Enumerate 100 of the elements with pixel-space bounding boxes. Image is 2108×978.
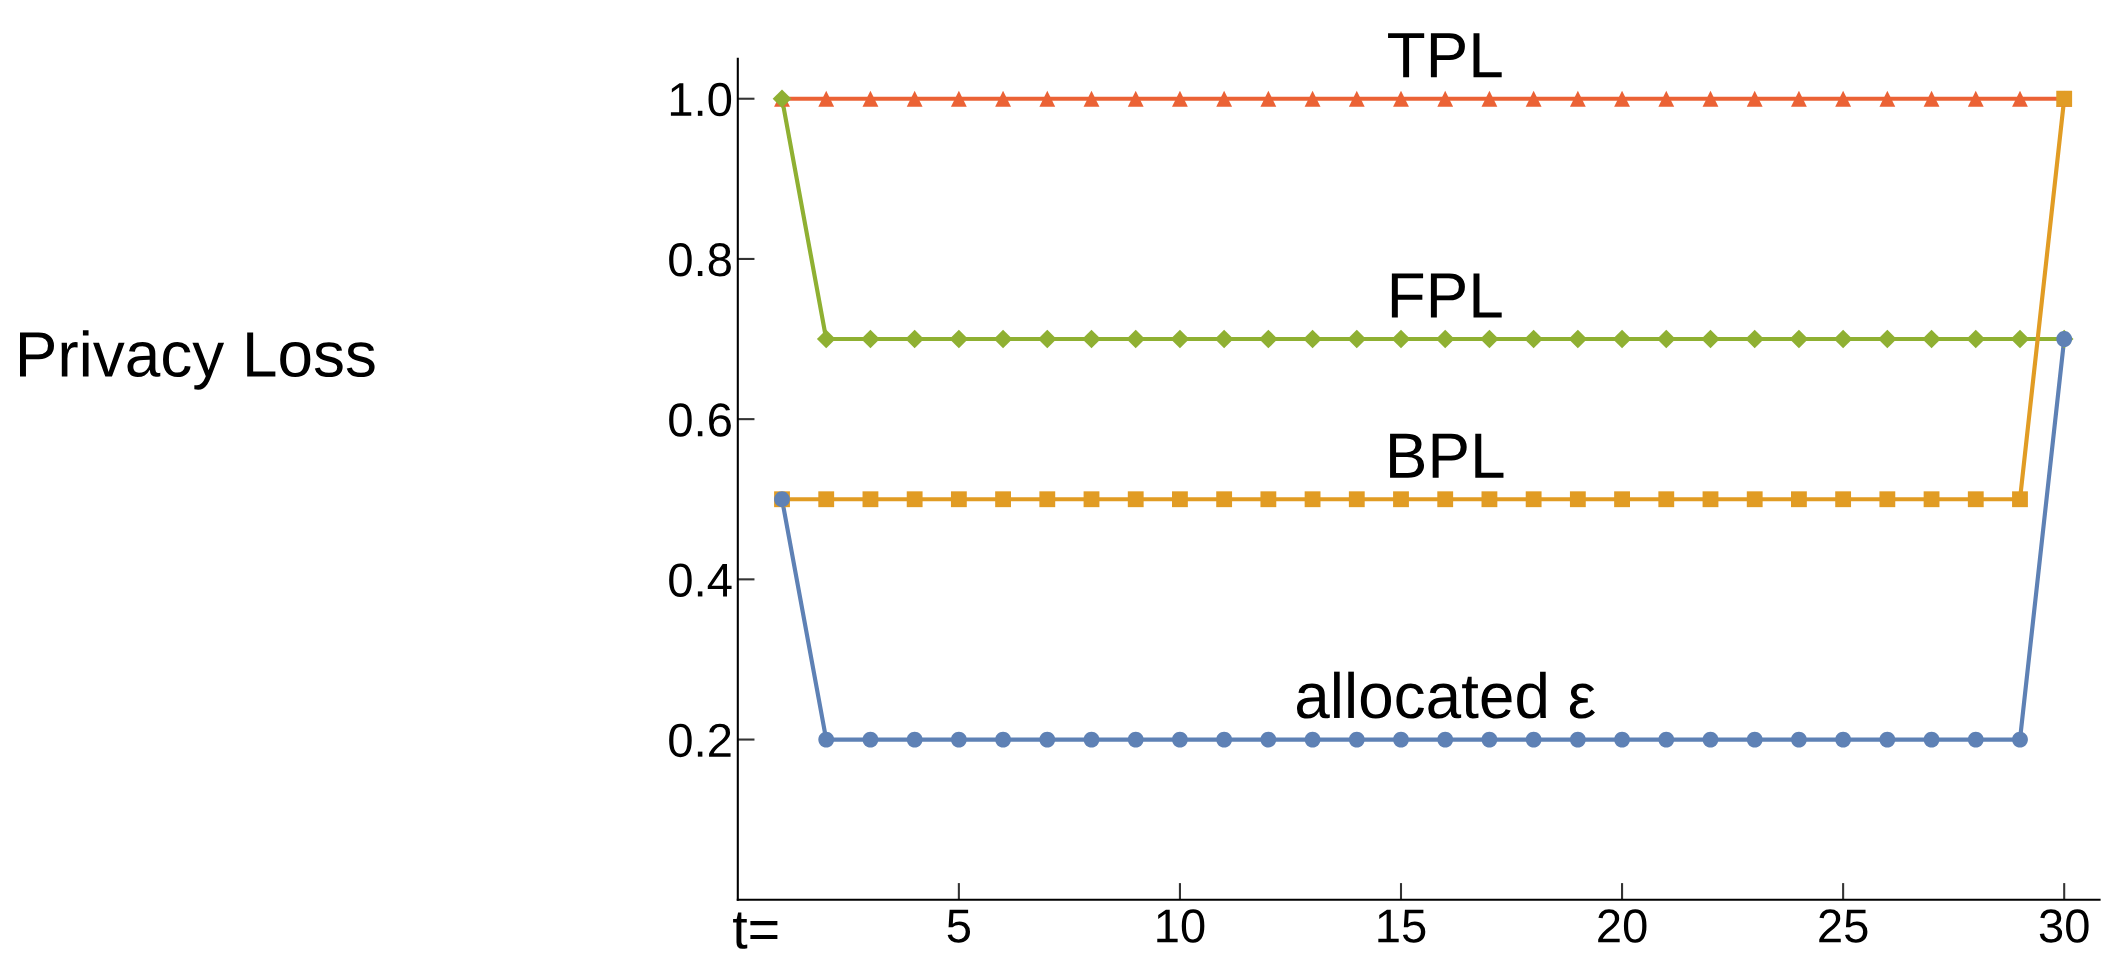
point [862,90,879,107]
point [1525,491,1542,508]
point [1260,731,1277,748]
point [1835,90,1852,107]
x-tick-label: 25 [1819,909,1868,943]
point [1216,90,1233,107]
point [995,731,1011,748]
point [1702,90,1719,107]
point [1878,329,1897,349]
point [993,329,1013,349]
point [1304,731,1321,748]
point [1304,90,1321,107]
point [1791,491,1807,508]
point [1614,90,1630,107]
point [905,329,924,349]
point [1879,90,1896,107]
point [995,491,1011,508]
x-axis-title: t= [733,912,778,949]
point [1039,491,1056,508]
point [2012,90,2028,107]
point [1437,731,1454,748]
point [1835,731,1852,748]
point [1525,731,1542,748]
point [1435,329,1455,349]
series-label: allocated ε [1296,671,1595,719]
point [1039,731,1056,748]
x-tick-label: 20 [1598,909,1647,943]
point [1304,491,1321,508]
point [950,90,967,107]
point [862,731,879,748]
point [1967,90,1984,107]
point [1127,731,1144,748]
point [1083,90,1100,107]
point [1172,491,1188,508]
point [1127,491,1144,508]
point [1612,329,1632,349]
point [1658,731,1675,748]
point [1658,90,1675,107]
point [1481,491,1498,508]
point [1347,329,1367,349]
point [1437,491,1454,508]
point [1702,731,1719,748]
point [1702,491,1719,508]
point [1569,90,1586,107]
y-tick-label: 0.2 [669,723,731,758]
point [906,90,923,107]
series-label: TPL [1388,33,1502,78]
point [1437,90,1454,107]
point [1172,90,1188,107]
point [1127,90,1144,107]
point [2012,731,2028,748]
point [1656,329,1676,349]
x-tick-label: 15 [1378,909,1426,943]
x-tick-label: 30 [2039,909,2089,943]
point [1701,329,1720,349]
point [816,329,836,349]
point [995,90,1011,107]
point [1658,491,1675,508]
point [1126,329,1146,349]
point [1083,491,1100,508]
point [1039,90,1056,107]
point [1967,731,1984,748]
point [1923,491,1940,508]
y-axis-title: Privacy Loss [20,330,375,390]
point [1923,731,1940,748]
point [1303,329,1322,349]
point [1481,731,1498,748]
point [818,491,835,508]
point [1393,491,1409,508]
y-tick-label: 0.8 [669,243,731,277]
point [950,731,967,748]
point [1879,731,1896,748]
point [1746,90,1763,107]
series-label: BPL [1390,433,1504,478]
point [1745,329,1765,349]
point [861,329,880,349]
point [1260,90,1277,107]
point [906,731,923,748]
point [1746,731,1763,748]
point [1614,491,1630,508]
point [1216,731,1233,748]
point [1835,491,1852,508]
point [1393,731,1409,748]
point [1833,329,1853,349]
y-tick-label: 1.0 [670,82,732,117]
point [2012,491,2028,508]
point [1568,329,1588,349]
point [818,90,835,107]
point [1789,329,1809,349]
point [950,491,967,508]
point [862,491,879,508]
point [1348,731,1365,748]
point [1172,731,1188,748]
point [1746,491,1763,508]
point [1170,329,1190,349]
point [2010,329,2030,349]
point [1569,731,1586,748]
point [1260,491,1277,508]
point [1259,329,1278,349]
point [1481,90,1498,107]
